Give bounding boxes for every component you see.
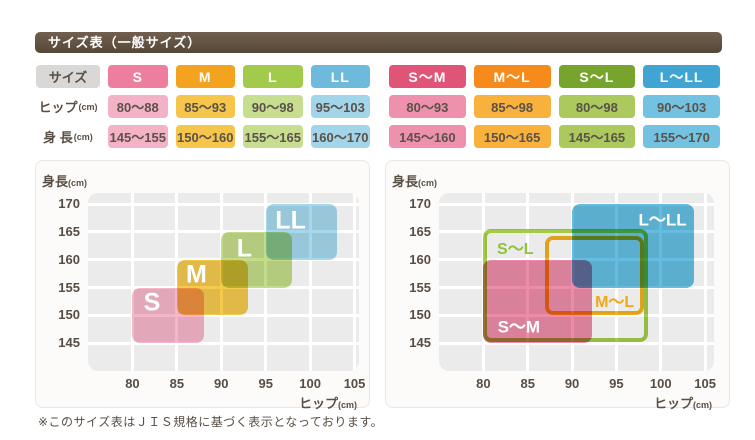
size-region-label: S～M — [497, 317, 541, 337]
grid-line-horizontal — [88, 202, 359, 206]
size-region-label: S — [143, 288, 161, 317]
hip-value-cell: 95～103 — [310, 95, 370, 118]
size-header-cell: S～L — [558, 65, 636, 88]
page-title: サイズ表（一般サイズ） — [48, 35, 202, 50]
hip-value-cell: 90～103 — [643, 95, 720, 118]
height-value-cell: 150～160 — [175, 125, 235, 148]
x-tick-label: 105 — [694, 376, 716, 391]
size-region-label: LL — [275, 206, 306, 235]
grid-line-horizontal — [88, 341, 359, 345]
size-region-label: L～LL — [638, 210, 687, 230]
size-table-individual: サイズヒップ (cm) 身 長 (cm) S 80～88 145～155 M 85～93 150～… — [36, 65, 370, 148]
height-value-cell: 155～165 — [243, 125, 303, 148]
height-value-cell: 145～165 — [558, 125, 636, 148]
size-region-label: S～L — [497, 241, 534, 259]
x-tick-label: 85 — [520, 376, 535, 391]
y-tick-label: 160 — [409, 251, 431, 267]
grid-line-vertical — [353, 193, 357, 371]
size-header-cell: S～M — [389, 65, 466, 88]
y-tick-label: 165 — [58, 223, 80, 239]
x-tick-label: 80 — [476, 376, 491, 391]
hip-value-cell: 80～88 — [108, 95, 168, 118]
size-header-cell: M — [175, 65, 235, 88]
size-region-LL — [265, 204, 337, 260]
grid-line-horizontal — [88, 313, 359, 317]
row-label-cell: 身 長 (cm) — [43, 130, 93, 145]
x-tick-label: 85 — [169, 376, 185, 391]
hip-value-cell: 80～98 — [558, 95, 636, 118]
x-tick-label: 100 — [299, 376, 321, 391]
x-tick-label: 105 — [343, 376, 366, 391]
size-region-label: M～L — [595, 294, 635, 312]
grid-line-vertical — [703, 193, 707, 371]
grid-line-vertical — [130, 193, 134, 371]
x-tick-label: 95 — [258, 376, 273, 391]
x-tick-label: 90 — [214, 376, 229, 391]
y-tick-label: 145 — [409, 335, 431, 351]
y-tick-label: 150 — [409, 307, 431, 323]
height-value-cell: 145～160 — [389, 125, 466, 148]
size-chart-individual: 身長(cm) S M L LL ヒップ(cm) 80 85 90 95 100 105 145 15… — [35, 160, 370, 411]
height-value-cell: 160～170 — [310, 125, 370, 148]
hip-value-cell: 85～93 — [175, 95, 235, 118]
size-header-cell: S — [108, 65, 168, 88]
size-region-S～L — [483, 229, 649, 343]
y-tick-label: 155 — [58, 279, 80, 295]
grid-line-vertical — [308, 193, 312, 371]
row-label-cell: ヒップ (cm) — [38, 100, 98, 115]
row-label-cell: サイズ — [36, 65, 100, 88]
y-tick-label: 170 — [58, 196, 80, 212]
height-value-cell: 150～165 — [473, 125, 551, 148]
height-value-cell: 155～170 — [643, 125, 720, 148]
y-axis-label: 身長(cm) — [392, 174, 438, 189]
size-header-cell: L～LL — [643, 65, 720, 88]
x-tick-label: 95 — [609, 376, 624, 391]
page-title-bar: サイズ表（一般サイズ） — [35, 32, 722, 53]
size-header-cell: L — [243, 65, 303, 88]
plot-area: S M L LL — [88, 193, 359, 371]
y-tick-label: 160 — [58, 251, 80, 267]
hip-value-cell: 90～98 — [243, 95, 303, 118]
x-axis-label: ヒップ(cm) — [653, 396, 712, 411]
y-tick-label: 165 — [409, 223, 431, 239]
y-tick-label: 155 — [409, 279, 431, 295]
size-region-M～L — [544, 235, 644, 316]
size-table-combined: S～M 80～93 145～160 M～L 85～98 150～165 S～L 80～98 14… — [389, 65, 720, 148]
y-axis-label: 身長(cm) — [42, 174, 88, 189]
y-tick-label: 150 — [58, 307, 80, 323]
x-tick-label: 100 — [649, 376, 672, 391]
hip-value-cell: 85～98 — [473, 95, 551, 118]
plot-area: S～M L～LL S～L M～L — [439, 193, 714, 371]
x-tick-label: 90 — [564, 376, 580, 391]
size-chart-combined: 身長(cm) S～M L～LL S～L M～L ヒップ(cm) 80 85 90 95 100… — [385, 160, 730, 411]
grid-line-horizontal — [88, 230, 359, 234]
height-value-cell: 145～155 — [108, 125, 168, 148]
size-header-cell: M～L — [473, 65, 551, 88]
hip-value-cell: 80～93 — [389, 95, 466, 118]
size-region-label: M — [185, 260, 207, 289]
jis-footnote: ※このサイズ表はＪＩＳ規格に基づく表示となっております。 — [38, 415, 384, 429]
size-region-label: L — [236, 234, 253, 263]
y-tick-label: 170 — [409, 196, 431, 212]
y-tick-label: 145 — [58, 335, 80, 351]
grid-line-horizontal — [439, 341, 714, 345]
size-header-cell: LL — [310, 65, 370, 88]
x-tick-label: 80 — [125, 376, 140, 391]
x-axis-label: ヒップ(cm) — [298, 396, 357, 411]
size-region-L～LL — [572, 204, 694, 288]
